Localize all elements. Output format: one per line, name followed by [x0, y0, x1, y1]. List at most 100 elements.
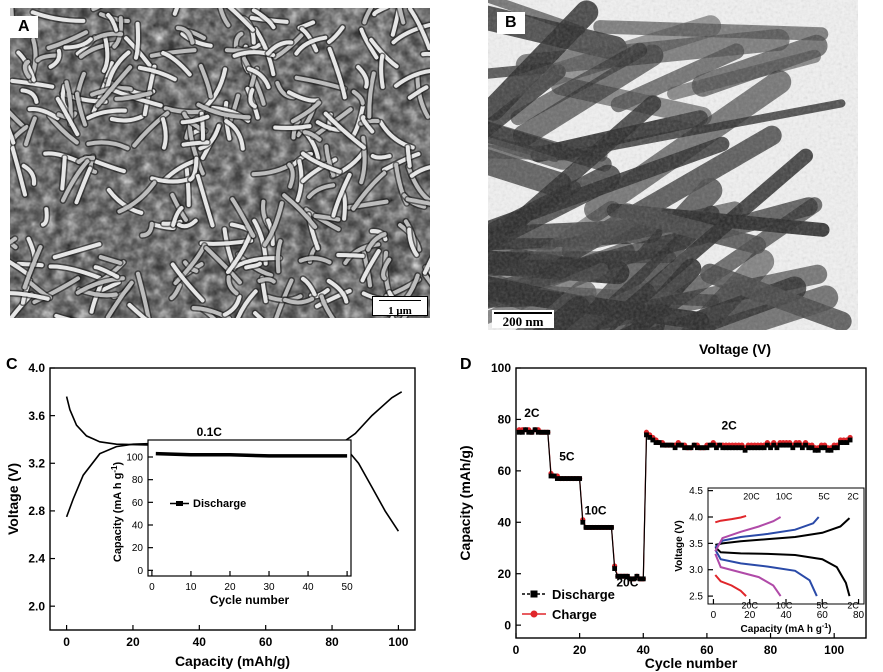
d-discharge-point — [828, 447, 834, 453]
d-plot-frame — [515, 367, 867, 639]
d-discharge-point — [844, 440, 850, 445]
d-inset-y-tick-label: 4.5 — [689, 486, 703, 497]
d-discharge-point — [539, 429, 544, 435]
d-discharge-point — [640, 576, 646, 582]
c-inset-x-tick-label: 0 — [149, 582, 155, 593]
tem-micrograph — [488, 0, 858, 330]
d-discharge-point — [580, 519, 586, 525]
d-discharge-point — [739, 445, 745, 451]
d-discharge-point — [749, 445, 754, 451]
c-plot-frame — [49, 367, 416, 631]
d-rate-annotation: 2C — [722, 419, 738, 433]
d-discharge-point — [720, 445, 726, 451]
d-discharge-point — [825, 447, 831, 453]
d-discharge-point — [784, 442, 789, 448]
d-discharge-point — [542, 429, 548, 435]
d-inset-x-tick-label: 40 — [780, 610, 792, 621]
c-inset-legend-label: Discharge — [193, 498, 246, 510]
d-discharge-point — [672, 445, 678, 451]
d-inset-discharge-5c — [714, 549, 818, 597]
d-discharge-point — [790, 445, 796, 451]
d-inset-x-tick-label: 60 — [817, 610, 829, 621]
c-inset-y-tick-label: 0 — [137, 566, 143, 577]
d-discharge-point — [564, 476, 570, 481]
d-legend-label: Charge — [552, 607, 597, 622]
c-x-tick-label: 100 — [388, 635, 408, 649]
d-discharge-point — [812, 447, 818, 453]
c-x-tick-label: 60 — [259, 635, 273, 649]
d-inset-y-tick-label: 3.5 — [689, 539, 703, 550]
c-x-tick-label: 20 — [126, 635, 140, 649]
d-inset-y-label: Voltage (V) — [674, 520, 685, 571]
d-discharge-point — [523, 427, 528, 433]
d-inset-discharge-2c — [714, 546, 851, 597]
d-discharge-point — [841, 440, 847, 445]
d-discharge-point — [774, 445, 780, 451]
d-inset-y-tick-label: 2.5 — [689, 592, 703, 603]
d-discharge-point — [764, 442, 770, 448]
d-inset-discharge-label: 2C — [847, 600, 859, 610]
d-discharge-point — [574, 476, 579, 481]
d-inset-y-tick-label: 4.0 — [689, 513, 703, 524]
d-discharge-point — [742, 447, 748, 453]
c-inset-x-tick-label: 50 — [342, 582, 354, 593]
d-rate-annotation: 10C — [585, 504, 607, 518]
d-inset-discharge-label: 10C — [776, 600, 793, 610]
d-series-discharge — [516, 427, 853, 582]
d-discharge-point — [663, 442, 668, 448]
d-y-tick-label: 20 — [498, 567, 512, 581]
d-discharge-point — [675, 442, 681, 448]
c-inset-y-tick-label: 80 — [132, 475, 144, 486]
d-x-tick-label: 20 — [573, 643, 587, 657]
d-legend-label: Discharge — [552, 587, 615, 602]
d-discharge-point — [796, 442, 802, 448]
c-inset-x-tick-label: 30 — [263, 582, 275, 593]
d-discharge-point — [567, 476, 573, 481]
d-discharge-point — [586, 525, 592, 530]
panel-b-label: B — [497, 12, 525, 34]
d-discharge-point — [806, 445, 812, 451]
d-inset-charge-2c — [715, 517, 851, 546]
c-inset-discharge-line — [155, 451, 348, 458]
d-x-tick-label: 80 — [764, 643, 778, 657]
c-inset-y-tick-label: 20 — [132, 543, 144, 554]
c-x-axis-label: Capacity (mAh/g) — [175, 653, 290, 669]
d-discharge-point — [589, 525, 595, 530]
d-discharge-point — [777, 442, 783, 448]
d-discharge-point — [723, 445, 729, 451]
d-discharge-point — [733, 445, 738, 451]
panel-a-scale-bar: 1 μm — [372, 296, 428, 317]
d-discharge-point — [726, 445, 732, 451]
d-discharge-point — [621, 573, 627, 579]
d-inset-charge-20c — [715, 514, 747, 524]
d-discharge-point — [609, 525, 614, 530]
d-inset-x-tick-label: 20 — [744, 610, 756, 621]
c-inset-y-label: Capacity (mA h g-1) — [110, 462, 124, 563]
d-discharge-point — [809, 445, 815, 451]
panel-b-scale-text: 200 nm — [502, 314, 544, 329]
d-discharge-point — [570, 476, 576, 481]
d-discharge-point — [694, 445, 700, 451]
panel-a-label: A — [10, 16, 38, 38]
d-discharge-point — [644, 432, 649, 438]
d-discharge-point — [554, 476, 560, 481]
c-x-tick-label: 80 — [325, 635, 339, 649]
d-discharge-point — [701, 445, 707, 451]
d-discharge-point — [682, 445, 688, 451]
d-x-tick-label: 60 — [700, 643, 714, 657]
d-discharge-point — [612, 566, 618, 571]
d-inset-plot-frame — [707, 487, 865, 605]
d-discharge-point — [691, 442, 697, 448]
d-y-tick-label: 40 — [498, 515, 512, 529]
d-discharge-point — [516, 429, 522, 435]
sem-micrograph — [10, 8, 430, 318]
d-discharge-point — [666, 442, 672, 448]
c-inset-x-label: Cycle number — [210, 593, 290, 607]
d-rate-annotation: 20C — [616, 576, 638, 590]
d-discharge-point — [717, 442, 723, 448]
d-discharge-point — [803, 442, 808, 448]
d-discharge-point — [707, 442, 713, 448]
d-discharge-point — [710, 442, 716, 448]
d-inset-y-tick-label: 3.0 — [689, 565, 703, 576]
d-inset-x-label: Capacity (mA h g-1) — [741, 623, 832, 635]
